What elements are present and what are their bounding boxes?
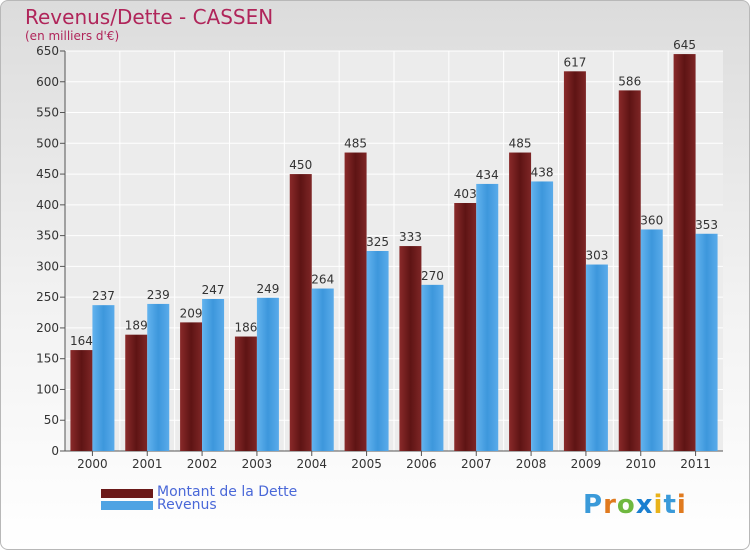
bar-revenus xyxy=(585,264,608,451)
data-label-dette: 645 xyxy=(673,38,696,52)
x-tick-label: 2010 xyxy=(625,457,656,471)
data-label-revenus: 249 xyxy=(256,282,279,296)
logo-letter: o xyxy=(616,490,636,520)
bar-dette xyxy=(289,174,312,452)
x-tick-label: 2005 xyxy=(351,457,382,471)
bar-dette xyxy=(509,152,532,452)
chart-title: Revenus/Dette - CASSEN xyxy=(25,5,274,29)
x-tick-label: 2009 xyxy=(571,457,602,471)
y-tick-label: 650 xyxy=(36,44,59,58)
gridlines xyxy=(65,50,723,452)
x-tick-label: 2001 xyxy=(132,457,163,471)
data-label-revenus: 303 xyxy=(585,249,608,263)
y-tick-label: 350 xyxy=(36,229,59,243)
legend-label-debt: Montant de la Dette xyxy=(157,484,298,500)
bar-dette xyxy=(125,334,148,451)
bar-revenus xyxy=(311,288,334,451)
data-label-dette: 586 xyxy=(618,74,641,88)
y-tick-label: 250 xyxy=(36,290,59,304)
proxiti-logo: Proxiti xyxy=(583,490,687,520)
x-tick-label: 2002 xyxy=(187,457,218,471)
x-tick-label: 2006 xyxy=(406,457,437,471)
logo-letter: i xyxy=(653,490,664,520)
y-axis-ticks: 0 50 100 150 200 250 300 350 400 450 500 550 600 650 xyxy=(36,44,723,458)
bar-dette xyxy=(454,203,477,451)
y-tick-label: 600 xyxy=(36,75,59,89)
data-label-dette: 485 xyxy=(509,137,532,151)
bar-dette xyxy=(180,322,203,451)
chart-subtitle: (en milliers d'€) xyxy=(25,29,120,43)
y-tick-label: 50 xyxy=(44,413,59,427)
bar-dette xyxy=(70,350,93,451)
x-tick-label: 2000 xyxy=(77,457,108,471)
x-tick-label: 2003 xyxy=(242,457,273,471)
x-tick-label: 2011 xyxy=(680,457,711,471)
x-axis-ticks: 2000 2001 2002 2003 2004 2005 2006 2007 2008 2009… xyxy=(77,451,711,471)
bar-revenus xyxy=(531,181,554,451)
bar-revenus xyxy=(640,229,663,451)
y-tick-label: 550 xyxy=(36,106,59,120)
y-tick-label: 100 xyxy=(36,382,59,396)
legend-swatch-debt xyxy=(101,489,153,498)
bar-revenus xyxy=(147,303,170,451)
logo-letter: t xyxy=(663,490,677,520)
logo-letter: x xyxy=(635,490,654,520)
bar-revenus xyxy=(695,233,718,451)
bar-revenus xyxy=(92,305,115,451)
y-tick-label: 450 xyxy=(36,167,59,181)
data-label-dette: 450 xyxy=(289,158,312,172)
bar-dette xyxy=(399,246,422,451)
bar-revenus xyxy=(202,299,225,451)
data-label-dette: 403 xyxy=(454,187,477,201)
bar-dette xyxy=(673,54,696,451)
data-label-revenus: 438 xyxy=(531,165,554,179)
data-label-revenus: 325 xyxy=(366,235,389,249)
bar-dette xyxy=(563,71,586,452)
data-label-revenus: 353 xyxy=(695,218,718,232)
bar-dette xyxy=(618,90,641,451)
data-label-revenus: 270 xyxy=(421,269,444,283)
data-label-revenus: 237 xyxy=(92,289,115,303)
bar-dette xyxy=(344,152,367,452)
x-tick-label: 2008 xyxy=(516,457,547,471)
data-label-dette: 485 xyxy=(344,137,367,151)
legend-swatch-revenus xyxy=(101,501,153,510)
y-tick-label: 300 xyxy=(36,259,59,273)
x-tick-label: 2007 xyxy=(461,457,492,471)
data-label-dette: 617 xyxy=(563,55,586,69)
data-label-dette: 164 xyxy=(70,334,93,348)
x-tick-label: 2004 xyxy=(296,457,327,471)
data-label-dette: 209 xyxy=(180,306,203,320)
logo-letter: P xyxy=(583,490,604,520)
bars: 164 237 189 239 209 247 186 249 450 264 485 325 333 2… xyxy=(70,38,718,452)
bar-revenus xyxy=(476,183,499,451)
logo-letter: i xyxy=(676,490,687,520)
logo-letter: r xyxy=(603,490,617,520)
legend-label-revenus: Revenus xyxy=(157,497,217,513)
data-label-dette: 333 xyxy=(399,230,422,244)
data-label-dette: 189 xyxy=(125,319,148,333)
data-label-revenus: 247 xyxy=(202,283,225,297)
bar-revenus xyxy=(256,297,279,451)
bar-revenus xyxy=(421,284,444,451)
data-label-revenus: 360 xyxy=(640,213,663,227)
data-label-dette: 186 xyxy=(234,321,257,335)
data-label-revenus: 239 xyxy=(147,288,170,302)
bar-dette xyxy=(234,336,257,451)
data-label-revenus: 264 xyxy=(311,273,334,287)
y-tick-label: 0 xyxy=(51,444,59,458)
bar-revenus xyxy=(366,251,389,451)
data-label-revenus: 434 xyxy=(476,168,499,182)
y-tick-label: 150 xyxy=(36,352,59,366)
y-tick-label: 400 xyxy=(36,198,59,212)
y-tick-label: 500 xyxy=(36,136,59,150)
y-tick-label: 200 xyxy=(36,321,59,335)
